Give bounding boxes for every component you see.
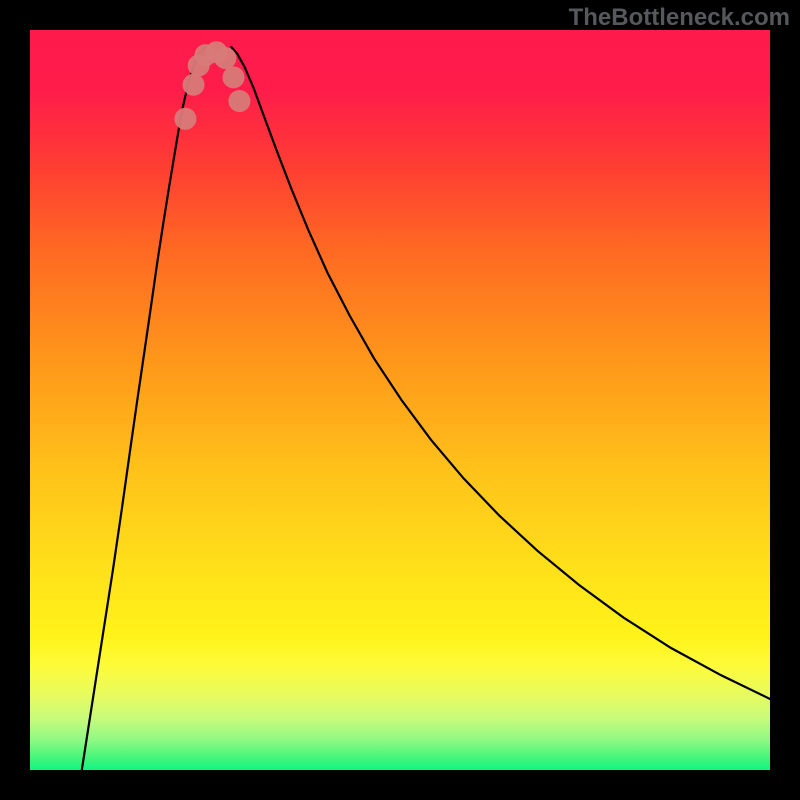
plot-background xyxy=(30,30,770,770)
data-marker xyxy=(174,108,196,130)
data-marker xyxy=(214,47,236,69)
watermark-text: TheBottleneck.com xyxy=(569,4,790,32)
chart-canvas xyxy=(0,0,800,800)
data-marker xyxy=(223,66,245,88)
data-marker xyxy=(183,74,205,96)
data-marker xyxy=(228,90,250,112)
